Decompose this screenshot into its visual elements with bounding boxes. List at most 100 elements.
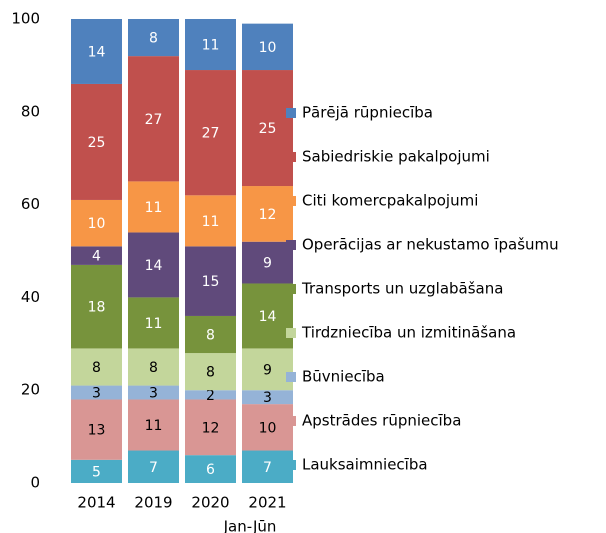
segment-label: 15 <box>202 274 220 290</box>
segment-label: 14 <box>259 309 277 325</box>
segment-label: 10 <box>259 40 277 56</box>
segment-label: 18 <box>88 300 106 316</box>
segment-label: 8 <box>92 360 101 376</box>
segment-label: 12 <box>259 207 277 223</box>
bar-segment <box>128 19 179 57</box>
segment-label: 6 <box>206 462 215 478</box>
legend-label: Lauksaimniecība <box>302 456 428 474</box>
bar-segment <box>128 385 179 400</box>
y-tick-label: 0 <box>30 474 40 492</box>
y-tick-label: 40 <box>21 288 40 306</box>
legend-swatch <box>286 108 296 118</box>
segment-label: 14 <box>145 258 163 274</box>
segment-label: 7 <box>263 460 272 476</box>
segment-label: 10 <box>88 216 106 232</box>
bar-segment <box>71 264 122 349</box>
legend-label: Pārējā rūpniecība <box>302 104 433 122</box>
segment-label: 9 <box>263 256 272 272</box>
segment-label: 11 <box>145 418 163 434</box>
segment-label: 27 <box>202 126 220 142</box>
bar-segment <box>185 195 236 247</box>
bar-segment <box>185 399 236 456</box>
legend-label: Transports un uzglabāšana <box>301 280 503 298</box>
x-tick-label: 2019 <box>134 494 172 512</box>
legend-swatch <box>286 372 296 382</box>
legend-swatch <box>286 328 296 338</box>
legend-label: Citi komercpakalpojumi <box>302 192 478 210</box>
y-tick-label: 80 <box>21 102 40 120</box>
segment-label: 27 <box>145 112 163 128</box>
segment-label: 25 <box>259 121 277 137</box>
segment-label: 3 <box>92 386 101 402</box>
segment-label: 8 <box>206 365 215 381</box>
bar-segment <box>185 353 236 391</box>
segment-label: 10 <box>259 420 277 436</box>
segment-label: 8 <box>149 360 158 376</box>
bar-segment <box>71 385 122 400</box>
segment-label: 3 <box>149 386 158 402</box>
legend-label: Operācijas ar nekustamo īpašumu <box>302 236 559 254</box>
bar-segment <box>71 83 122 200</box>
bar-segment <box>71 199 122 247</box>
bar-segment <box>128 450 179 483</box>
segment-label: 25 <box>88 135 106 151</box>
bar-segment <box>242 70 293 187</box>
segment-label: 2 <box>206 388 215 404</box>
legend-label: Sabiedriskie pakalpojumi <box>302 148 490 166</box>
segment-label: 11 <box>202 38 220 54</box>
bar-segment <box>185 455 236 483</box>
bar-segment <box>242 450 293 483</box>
segment-label: 14 <box>88 44 106 60</box>
legend-swatch <box>286 460 296 470</box>
bar-segment <box>185 70 236 196</box>
legend-swatch <box>286 196 296 206</box>
segment-label: 12 <box>202 420 220 436</box>
segment-label: 13 <box>88 423 106 439</box>
y-tick-label: 20 <box>21 381 40 399</box>
x-tick-label: 2021 <box>248 494 286 512</box>
bar-segment <box>185 390 236 400</box>
bar-segment <box>71 246 122 265</box>
segment-label: 7 <box>149 460 158 476</box>
bar-segment <box>128 232 179 298</box>
bar-segment <box>128 181 179 233</box>
x-tick-label: 2020 <box>191 494 229 512</box>
bar-segment <box>242 241 293 284</box>
segment-label: 8 <box>206 328 215 344</box>
segment-label: 4 <box>92 249 101 265</box>
legend-swatch <box>286 416 296 426</box>
bar-segment <box>185 315 236 354</box>
legend-label: Apstrādes rūpniecība <box>302 412 461 430</box>
y-tick-label: 100 <box>11 10 40 28</box>
bar-segment <box>71 19 122 84</box>
bar-segment <box>128 399 179 451</box>
bar-segment <box>242 23 293 71</box>
bar-segment <box>185 19 236 71</box>
segment-label: 8 <box>149 31 158 47</box>
segment-label: 3 <box>263 390 272 406</box>
legend-swatch <box>286 152 296 162</box>
segment-label: 9 <box>263 362 272 378</box>
x-tick-label: 2014 <box>77 494 115 512</box>
legend-swatch <box>286 240 296 250</box>
bar-segment <box>71 348 122 386</box>
bar-segment <box>242 186 293 242</box>
bar-segment <box>242 348 293 391</box>
bar-segment <box>242 283 293 349</box>
legend-label: Būvniecība <box>302 368 385 386</box>
category-note: Jan-Jūn <box>223 518 277 533</box>
bar-segment <box>71 459 122 483</box>
legend-label: Tirdzniecība un izmitināšana <box>301 324 516 342</box>
segment-label: 5 <box>92 464 101 480</box>
segment-label: 11 <box>145 200 163 216</box>
bar-segment <box>185 246 236 316</box>
bar-segment <box>242 404 293 451</box>
y-tick-label: 60 <box>21 195 40 213</box>
segment-label: 11 <box>145 316 163 332</box>
bar-segment <box>242 390 293 405</box>
segment-label: 11 <box>202 214 220 230</box>
bar-segment <box>128 56 179 182</box>
bar-segment <box>128 297 179 349</box>
legend-swatch <box>286 284 296 294</box>
